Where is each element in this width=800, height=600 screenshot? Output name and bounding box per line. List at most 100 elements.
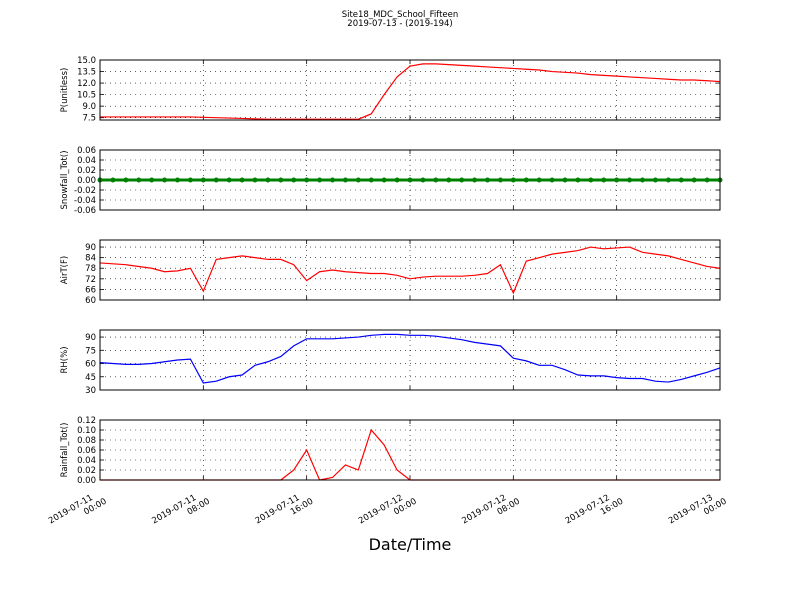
y-tick-label: 75 [85,346,96,356]
data-point [123,177,129,183]
y-tick-label: -0.06 [74,206,96,216]
x-axis-label: Date/Time [369,535,452,554]
y-tick-label: 0.04 [77,456,96,466]
data-point [110,177,116,183]
y-tick-label: 90 [85,333,96,343]
y-tick-label: 60 [85,296,96,306]
y-tick-label: 45 [85,373,96,383]
data-point [523,177,529,183]
data-point [536,177,542,183]
data-point [213,177,219,183]
y-tick-label: 0.08 [77,436,96,446]
y-tick-label: 0.04 [77,156,96,166]
y-tick-label: 10.5 [77,91,96,101]
y-tick-label: 0.12 [77,416,96,426]
data-point [472,177,478,183]
data-point [446,177,452,183]
y-tick-label: 30 [85,386,96,396]
y-tick-label: 78 [85,264,96,274]
data-point [342,177,348,183]
y-tick-label: 66 [85,285,96,295]
y-tick-label: 60 [85,360,96,370]
data-point [678,177,684,183]
chart-title: Site18_MDC_School_Fifteen [342,10,459,20]
y-axis-label: P(unitless) [60,68,70,113]
data-point [239,177,245,183]
data-point [175,177,180,183]
y-tick-label: 0.06 [77,146,96,156]
plot-frame [99,419,721,481]
y-tick-label: 15.0 [77,56,96,66]
x-tick-label: 2019-07-1208:00 [460,488,521,535]
data-point [562,177,568,183]
data-point [355,177,361,183]
plot-frame [99,329,721,391]
data-point [317,177,323,183]
y-tick-label: 0.02 [77,466,96,476]
data-line [99,333,721,384]
y-tick-label: 0.10 [77,426,96,436]
data-point [640,177,645,183]
y-tick-label: 0.06 [77,446,96,456]
data-point [291,177,297,183]
y-tick-label: 0.00 [77,176,96,186]
data-point [149,177,155,183]
data-point [226,177,232,183]
y-tick-label: 0.02 [77,166,96,176]
data-point [304,177,310,183]
data-point [394,177,400,183]
data-point [420,177,426,183]
x-tick-label: 2019-07-1108:00 [150,488,211,535]
y-axis-label: Rainfall_Tot() [60,423,70,478]
data-point [252,177,258,183]
data-point [704,177,710,183]
data-point [187,177,193,183]
data-point [614,177,620,183]
data-point [459,177,465,183]
data-point [407,177,413,183]
y-tick-label: 13.5 [77,68,96,78]
data-point [497,177,503,183]
data-point [162,177,168,183]
y-tick-label: 84 [85,254,96,264]
x-tick-label: 2019-07-1300:00 [667,488,728,535]
data-point [575,177,581,183]
y-tick-label: 90 [85,243,96,253]
data-point [485,177,490,183]
data-point [330,177,335,183]
y-tick-label: 12.0 [77,79,96,89]
y-axis-label: Snowfall_Tot() [60,150,70,209]
y-tick-label: -0.04 [74,196,96,206]
x-tick-label: 2019-07-1100:00 [47,488,108,535]
data-point [601,177,607,183]
data-point [136,177,142,183]
y-tick-label: 0.00 [77,476,96,486]
plot-frame [99,239,721,301]
y-axis-label: RH(%) [60,346,70,373]
y-tick-label: -0.02 [74,186,96,196]
data-point [627,177,633,183]
data-point [381,177,387,183]
data-point [652,177,658,183]
plot-frame [99,149,721,211]
x-tick-label: 2019-07-1200:00 [357,488,418,535]
y-tick-label: 9.0 [82,102,96,112]
data-point [433,177,439,183]
data-point [588,177,594,183]
data-line [100,63,721,120]
data-point [368,177,374,183]
data-point [200,177,206,183]
x-tick-label: 2019-07-1216:00 [564,488,625,535]
y-tick-label: 72 [85,275,96,285]
data-point [265,177,271,183]
data-point [549,177,555,183]
data-point [691,177,697,183]
plot-frame [99,59,721,121]
y-tick-label: 7.5 [82,114,96,124]
data-point [510,177,516,183]
data-point [278,177,284,183]
chart-subtitle: 2019-07-13 - (2019-194) [347,19,452,29]
data-point [665,177,671,183]
y-axis-label: AirT(F) [60,256,70,284]
